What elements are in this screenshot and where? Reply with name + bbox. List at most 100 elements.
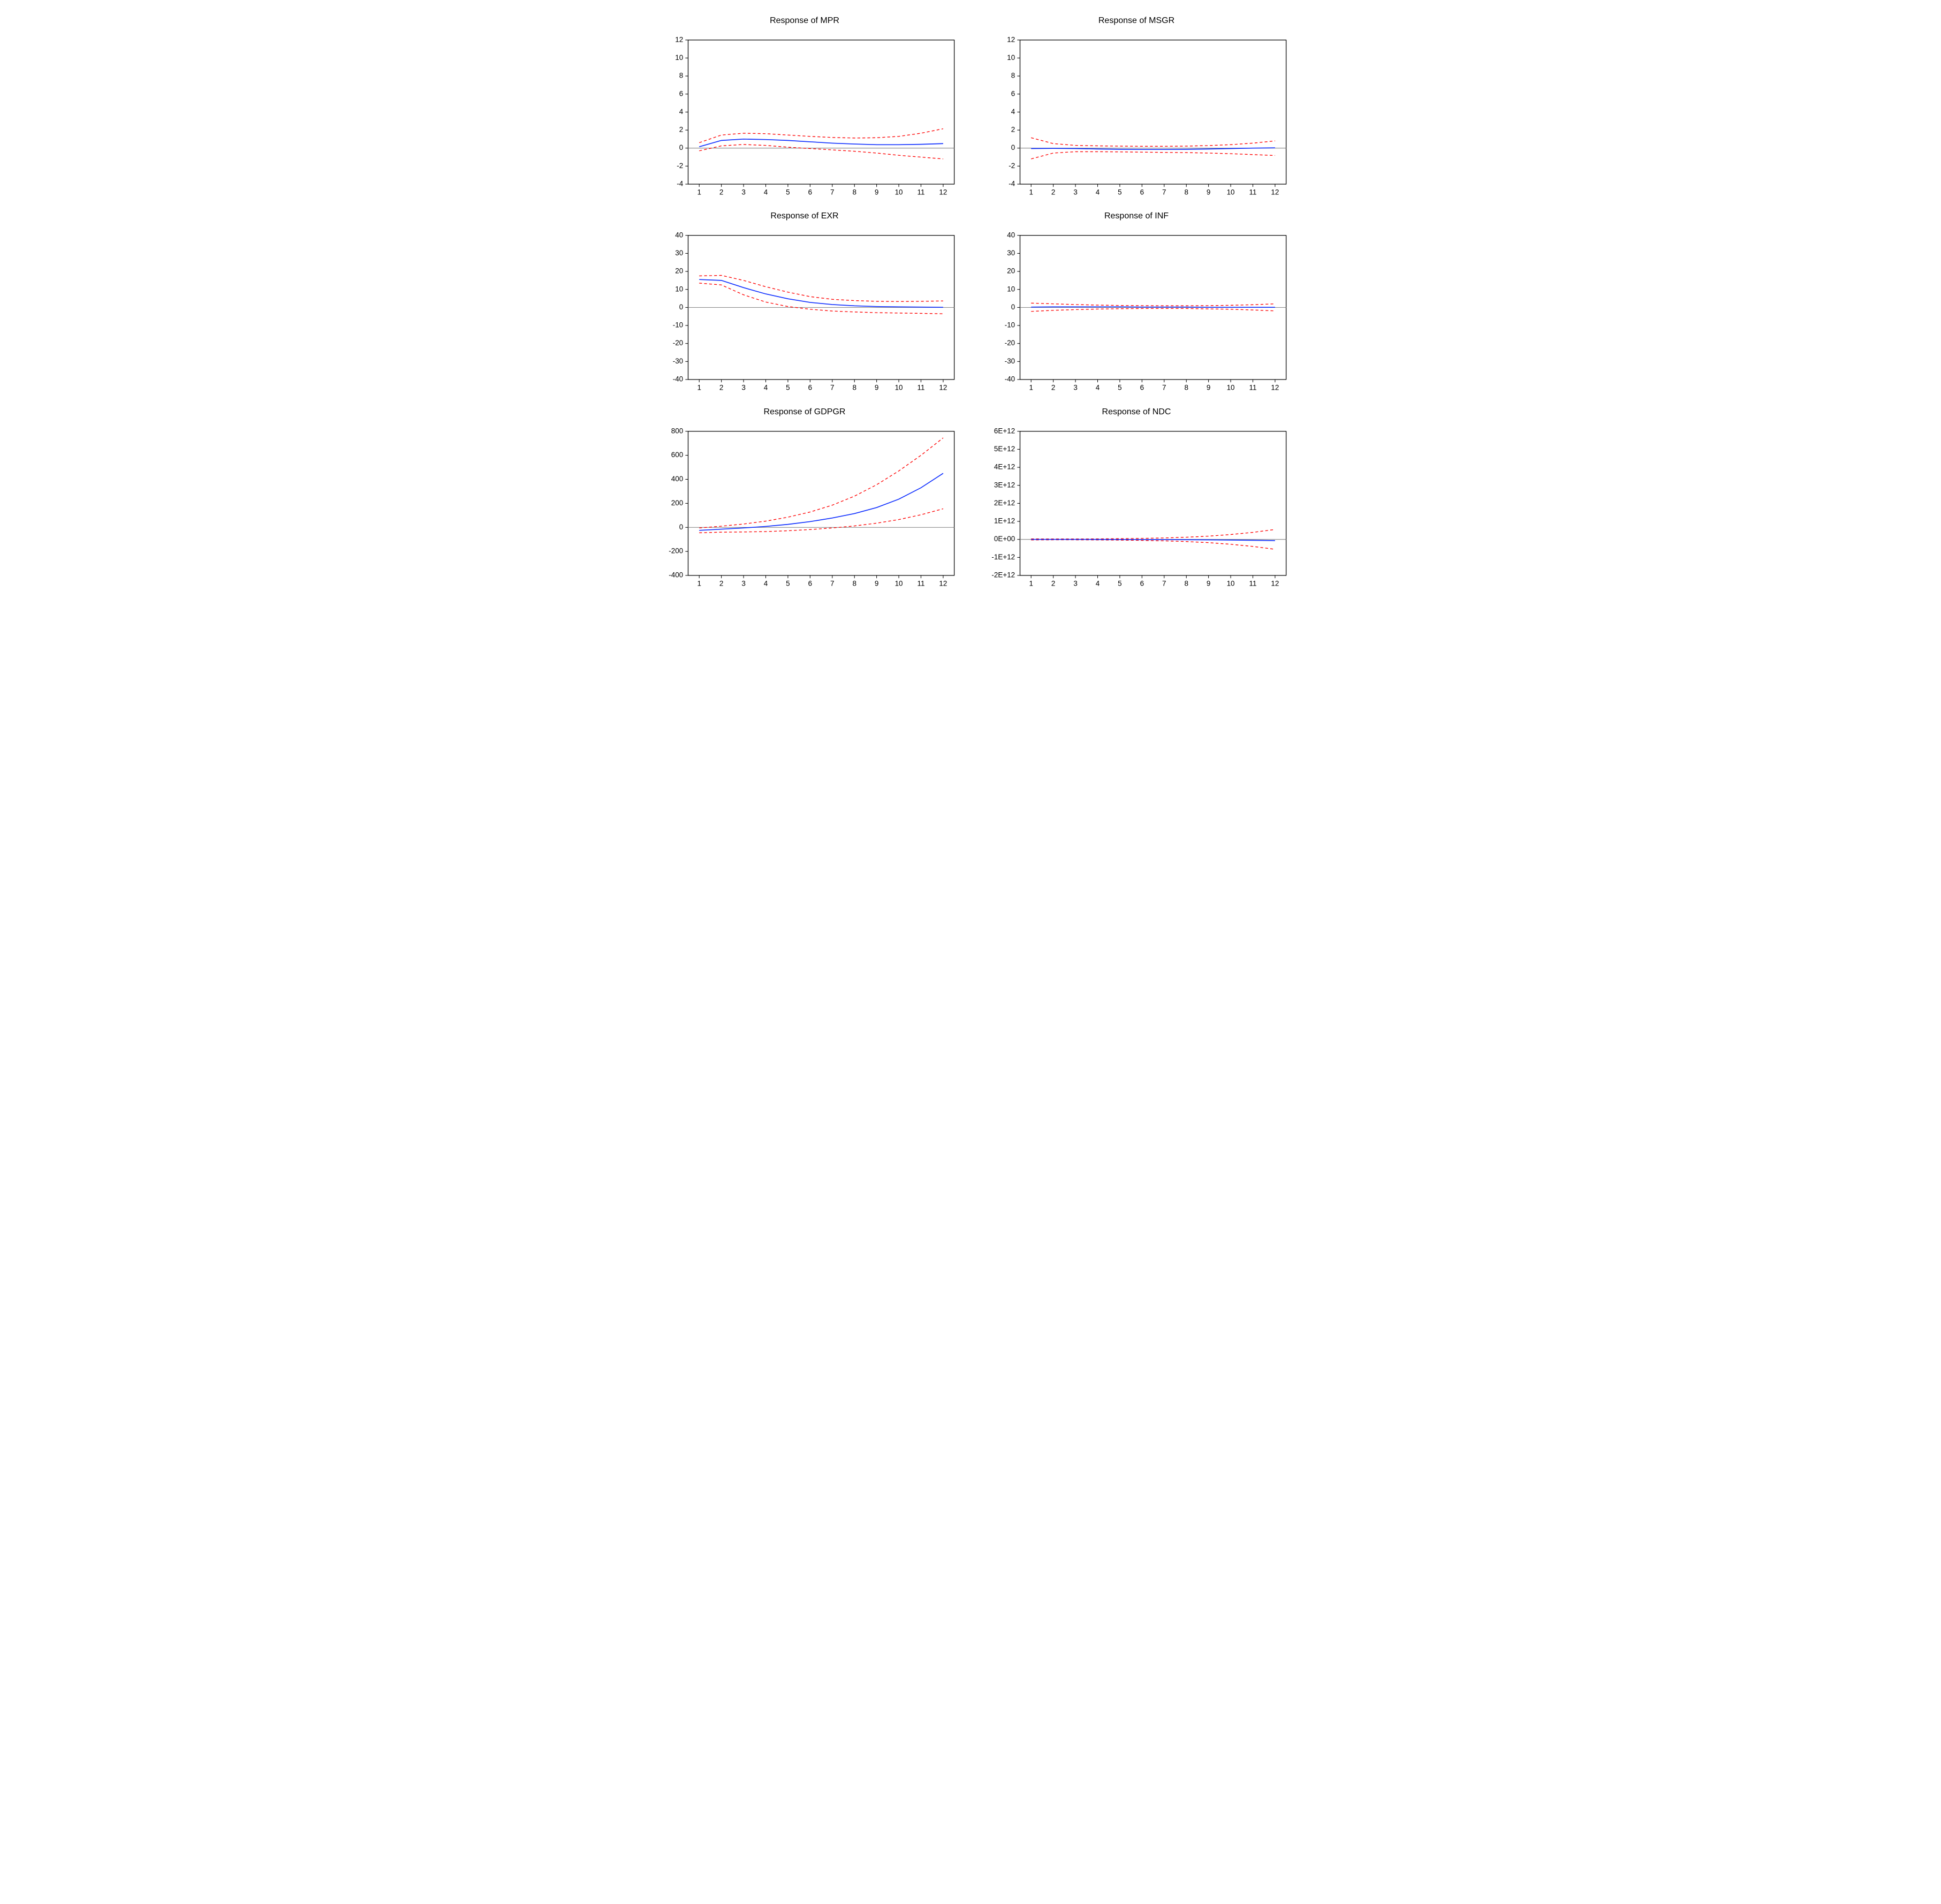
x-tick-label: 5 [786, 580, 790, 588]
panel-title: Response of INF [1104, 211, 1169, 221]
chart-box: -40-30-20-10010203040123456789101112 [981, 224, 1292, 401]
x-tick-label: 4 [1096, 188, 1100, 196]
x-tick-label: 8 [1184, 384, 1188, 392]
x-tick-label: 2 [719, 580, 723, 588]
y-tick-label: 5E+12 [994, 445, 1015, 453]
y-tick-label: -40 [1005, 375, 1015, 383]
panel-title: Response of NDC [1102, 407, 1171, 417]
y-tick-label: -400 [669, 571, 683, 579]
y-tick-label: 4 [1011, 108, 1015, 116]
chart-panel-0: Response of MPR -4-202468101212345678910… [649, 16, 960, 206]
x-tick-label: 9 [1207, 384, 1210, 392]
y-tick-label: -4 [677, 180, 683, 188]
plot-frame [688, 431, 954, 575]
x-tick-label: 6 [808, 580, 812, 588]
x-tick-label: 5 [1118, 384, 1121, 392]
y-tick-label: 1E+12 [994, 517, 1015, 525]
chart-panel-2: Response of EXR -40-30-20-10010203040123… [649, 211, 960, 401]
y-tick-label: -2 [1009, 162, 1015, 170]
chart-panel-1: Response of MSGR -4-20246810121234567891… [981, 16, 1292, 206]
x-tick-label: 10 [895, 580, 903, 588]
x-tick-label: 3 [741, 188, 745, 196]
x-tick-label: 3 [1073, 384, 1077, 392]
x-tick-label: 2 [1051, 580, 1055, 588]
x-tick-label: 2 [1051, 188, 1055, 196]
y-tick-label: 40 [1007, 231, 1015, 239]
x-tick-label: 2 [1051, 384, 1055, 392]
x-tick-label: 1 [697, 580, 701, 588]
y-tick-label: 30 [1007, 249, 1015, 257]
x-tick-label: 8 [1184, 188, 1188, 196]
x-tick-label: 1 [1029, 580, 1033, 588]
x-tick-label: 12 [939, 384, 947, 392]
x-tick-label: 6 [1140, 188, 1144, 196]
chart-svg: -40-30-20-10010203040123456789101112 [981, 224, 1292, 401]
y-tick-label: -10 [1005, 321, 1015, 329]
center-line [1031, 307, 1275, 308]
chart-box: -4-2024681012123456789101112 [649, 29, 960, 206]
x-tick-label: 12 [1271, 188, 1279, 196]
x-tick-label: 10 [1227, 188, 1235, 196]
panel-title: Response of GDPGR [764, 407, 846, 417]
y-tick-label: 6 [679, 89, 683, 97]
x-tick-label: 11 [918, 188, 925, 196]
x-tick-label: 6 [1140, 384, 1144, 392]
plot-frame [1020, 431, 1286, 575]
x-tick-label: 6 [1140, 580, 1144, 588]
y-tick-label: 2 [679, 126, 683, 134]
plot-frame [1020, 40, 1286, 184]
y-tick-label: 0 [679, 303, 683, 311]
y-tick-label: -1E+12 [991, 553, 1015, 561]
x-tick-label: 1 [697, 188, 701, 196]
x-tick-label: 1 [697, 384, 701, 392]
y-tick-label: -40 [673, 375, 683, 383]
panel-title: Response of MPR [770, 16, 839, 26]
y-tick-label: -4 [1009, 180, 1015, 188]
y-tick-label: 400 [671, 475, 683, 483]
x-tick-label: 3 [1073, 188, 1077, 196]
chart-svg: -400-2000200400600800123456789101112 [649, 420, 960, 597]
y-tick-label: 2 [1011, 126, 1015, 134]
x-tick-label: 10 [895, 188, 903, 196]
y-tick-label: 10 [675, 285, 683, 293]
chart-svg: -4-2024681012123456789101112 [981, 29, 1292, 206]
y-tick-label: -2E+12 [991, 571, 1015, 579]
chart-box: -4-2024681012123456789101112 [981, 29, 1292, 206]
x-tick-label: 4 [764, 384, 768, 392]
y-tick-label: 12 [1007, 35, 1015, 43]
y-tick-label: 600 [671, 451, 683, 459]
x-tick-label: 9 [1207, 580, 1210, 588]
x-tick-label: 7 [1162, 384, 1166, 392]
chart-box: -40-30-20-10010203040123456789101112 [649, 224, 960, 401]
chart-panel-3: Response of INF -40-30-20-10010203040123… [981, 211, 1292, 401]
y-tick-label: -20 [673, 339, 683, 347]
x-tick-label: 9 [1207, 188, 1210, 196]
y-tick-label: 8 [679, 72, 683, 80]
y-tick-label: -30 [673, 357, 683, 365]
x-tick-label: 11 [918, 384, 925, 392]
x-tick-label: 7 [1162, 580, 1166, 588]
y-tick-label: -30 [1005, 357, 1015, 365]
y-tick-label: 6 [1011, 89, 1015, 97]
x-tick-label: 8 [852, 580, 856, 588]
x-tick-label: 2 [719, 384, 723, 392]
x-tick-label: 4 [764, 580, 768, 588]
x-tick-label: 5 [1118, 188, 1121, 196]
y-tick-label: 12 [675, 35, 683, 43]
y-tick-label: -10 [673, 321, 683, 329]
x-tick-label: 11 [918, 580, 925, 588]
y-tick-label: 20 [1007, 267, 1015, 275]
x-tick-label: 10 [1227, 384, 1235, 392]
y-tick-label: 6E+12 [994, 427, 1015, 435]
x-tick-label: 10 [1227, 580, 1235, 588]
y-tick-label: 4 [679, 108, 684, 116]
x-tick-label: 1 [1029, 384, 1033, 392]
x-tick-label: 5 [1118, 580, 1121, 588]
x-tick-label: 11 [1249, 580, 1257, 588]
y-tick-label: 0E+00 [994, 535, 1015, 543]
x-tick-label: 7 [830, 580, 834, 588]
x-tick-label: 3 [1073, 580, 1077, 588]
y-tick-label: 20 [675, 267, 683, 275]
y-tick-label: 0 [1011, 143, 1015, 151]
chart-box: -400-2000200400600800123456789101112 [649, 420, 960, 597]
